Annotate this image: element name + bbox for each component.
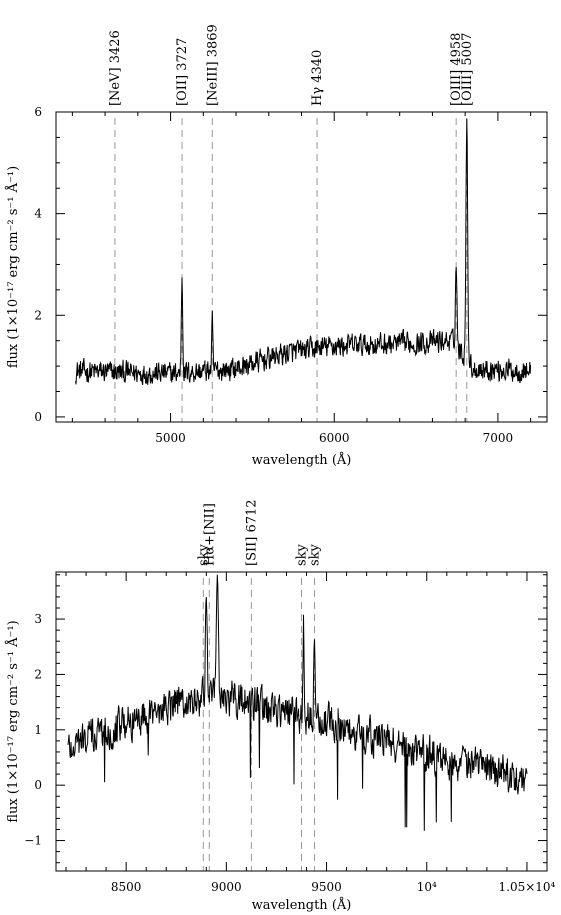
emission-line-label: Hγ 4340 (310, 50, 325, 106)
y-tick-label: 2 (34, 667, 42, 681)
y-tick-label: 4 (34, 207, 42, 221)
x-tick-label: 1.05×10⁴ (499, 880, 556, 894)
bottom-plot-frame (55, 571, 548, 872)
emission-line-label: [OIII] 4958 (449, 33, 464, 106)
top-axis-ticks (56, 111, 547, 422)
y-tick-label: 0 (34, 778, 42, 792)
x-tick-label: 9000 (211, 880, 242, 894)
emission-line-label: sky (295, 543, 310, 566)
y-tick-label: 2 (34, 308, 42, 322)
y-tick-label: 0 (34, 410, 42, 424)
y-tick-label: −1 (24, 834, 42, 848)
x-tick-label: 5000 (155, 431, 186, 445)
emission-line-label: [NeIII] 3869 (205, 24, 220, 106)
x-tick-label: 9500 (311, 880, 342, 894)
bottom-y-axis-label: flux (1×10⁻¹⁷ erg cm⁻² s⁻¹ Å⁻¹) (5, 620, 21, 822)
emission-line-label: [OII] 3727 (175, 38, 190, 106)
top-y-tick-labels: 0 2 4 6 (34, 105, 42, 424)
top-spectrum-line (75, 118, 532, 386)
top-y-axis-label: flux (1×10⁻¹⁷ erg cm⁻² s⁻¹ Å⁻¹) (5, 166, 21, 368)
top-emission-line-labels: [NeV] 3426 [OII] 3727 [NeIII] 3869 Hγ 4340 [… (108, 24, 475, 106)
emission-line-label: [SII] 6712 (244, 499, 259, 566)
emission-line-label: sky (196, 543, 211, 566)
y-tick-label: 6 (34, 105, 42, 119)
x-tick-label: 10⁴ (417, 880, 437, 894)
x-tick-label: 8500 (111, 880, 142, 894)
x-tick-label: 6000 (319, 431, 350, 445)
bottom-axis-ticks (56, 572, 548, 871)
bottom-emission-line-markers (202, 578, 316, 871)
emission-line-label: sky (308, 543, 323, 566)
top-x-tick-labels: 5000 6000 7000 (155, 431, 513, 445)
emission-line-label: [OIII] 5007 (460, 33, 475, 106)
top-x-axis-label: wavelength (Å) (252, 452, 352, 468)
bottom-y-tick-labels: −1 0 1 2 3 (24, 612, 42, 847)
bottom-spectrum-line (67, 574, 528, 831)
bottom-x-axis-label: wavelength (Å) (252, 897, 352, 913)
bottom-x-tick-labels: 8500 9000 9500 10⁴ 1.05×10⁴ (111, 880, 556, 894)
emission-line-label: Hα+[NII] (202, 503, 217, 566)
x-tick-label: 7000 (483, 431, 514, 445)
emission-line-label: [NeV] 3426 (108, 30, 123, 106)
y-tick-label: 3 (34, 612, 42, 626)
y-tick-label: 1 (34, 723, 42, 737)
top-emission-line-markers (114, 118, 468, 422)
